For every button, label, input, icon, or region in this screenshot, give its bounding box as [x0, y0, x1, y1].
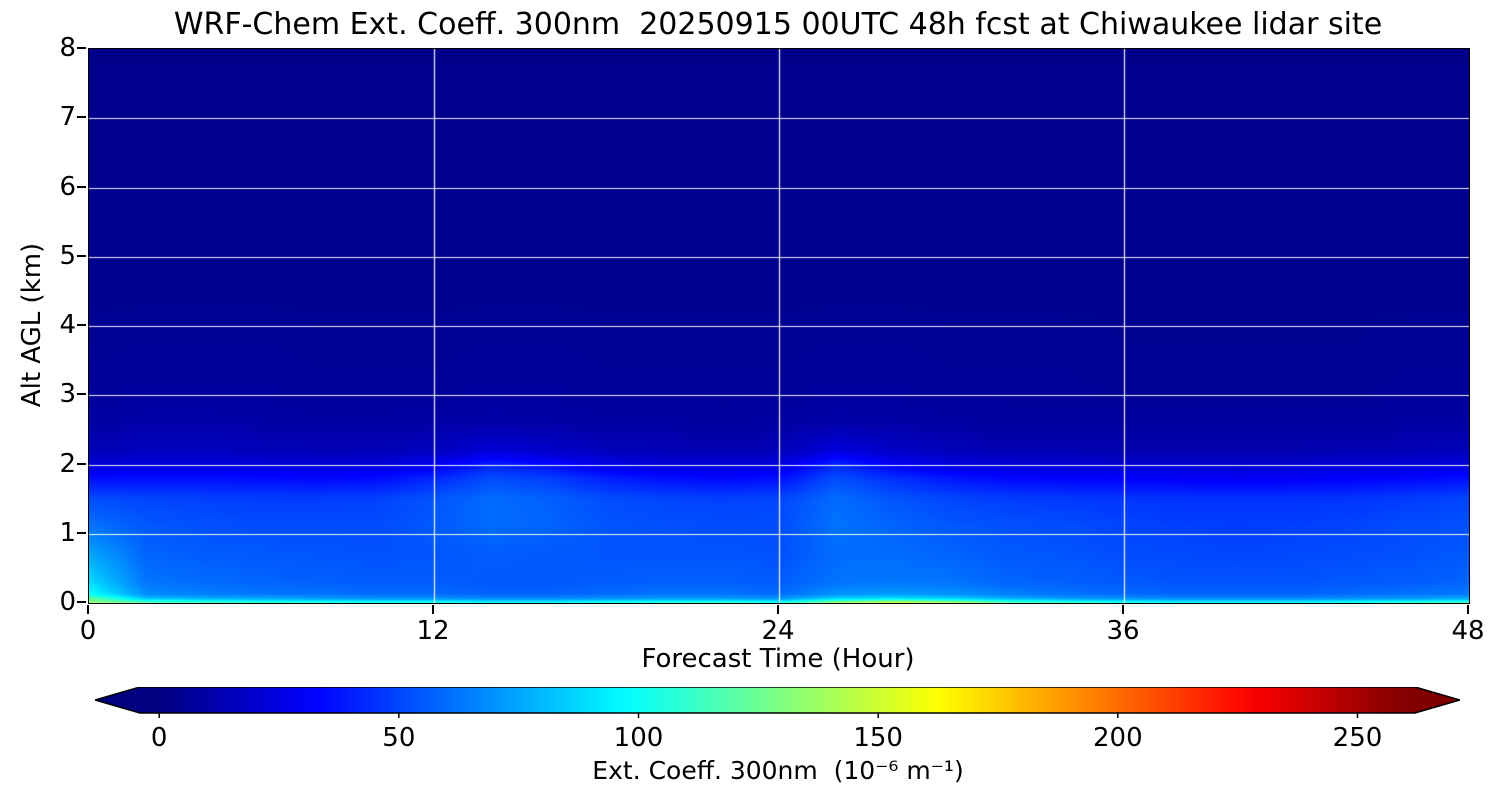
x-tick-mark [87, 605, 89, 614]
y-tick-mark [77, 254, 86, 257]
colorbar-tick-label: 100 [613, 723, 664, 753]
colorbar-tick-label: 0 [150, 723, 168, 753]
y-tick-mark [77, 324, 86, 326]
colorbar-extend-max-arrow [1415, 687, 1460, 713]
colorbar-tick-label: 250 [1332, 723, 1383, 753]
colorbar-gradient [95, 687, 1460, 718]
x-tick-mark [1122, 605, 1124, 614]
colorbar-tick-label: 150 [853, 723, 903, 753]
y-tick-label: 5 [59, 240, 76, 271]
x-tick-label: 12 [416, 616, 450, 646]
chart-title: WRF-Chem Ext. Coeff. 300nm 20250915 00UT… [173, 7, 1383, 42]
y-tick-mark [77, 601, 86, 603]
x-tick-label: 24 [761, 616, 795, 646]
colorbar-extend-min-arrow [95, 687, 140, 713]
y-tick-label: 1 [59, 517, 76, 548]
y-tick-mark [77, 393, 86, 396]
x-tick-mark [432, 605, 434, 614]
y-tick-mark [77, 116, 86, 119]
x-tick-label: 36 [1106, 616, 1140, 646]
colorbar: 0 50 100 150 200 250 [95, 687, 1460, 757]
y-tick-label: 3 [59, 379, 76, 410]
y-tick-label: 4 [59, 310, 76, 340]
colorbar-tick-label: 50 [382, 723, 416, 753]
y-tick-mark [77, 185, 86, 188]
y-tick-mark [77, 531, 86, 534]
y-tick-mark [77, 47, 86, 49]
x-axis-label: Forecast Time (Hour) [641, 644, 915, 674]
x-tick-mark [777, 605, 779, 614]
y-tick-mark [77, 462, 86, 465]
x-tick-mark [1467, 605, 1469, 614]
y-axis-label: Alt AGL (km) [17, 242, 47, 408]
y-tick-label: 8 [59, 33, 76, 63]
y-tick-label: 0 [59, 587, 76, 617]
colorbar-tick-label: 200 [1092, 723, 1143, 753]
x-tick-label: 48 [1451, 616, 1485, 646]
heatmap-canvas [89, 49, 1469, 603]
colorbar-label: Ext. Coeff. 300nm (10⁻⁶ m⁻¹) [592, 756, 964, 785]
plot-area [88, 48, 1470, 604]
y-tick-label: 6 [59, 171, 76, 202]
x-tick-label: 0 [79, 616, 97, 646]
y-tick-label: 2 [59, 448, 76, 479]
y-tick-label: 7 [59, 102, 76, 133]
